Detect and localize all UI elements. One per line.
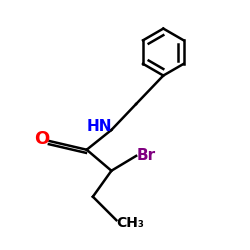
Text: CH₃: CH₃ — [116, 216, 144, 230]
Text: Br: Br — [136, 148, 156, 164]
Text: HN: HN — [86, 119, 112, 134]
Text: O: O — [34, 130, 50, 148]
